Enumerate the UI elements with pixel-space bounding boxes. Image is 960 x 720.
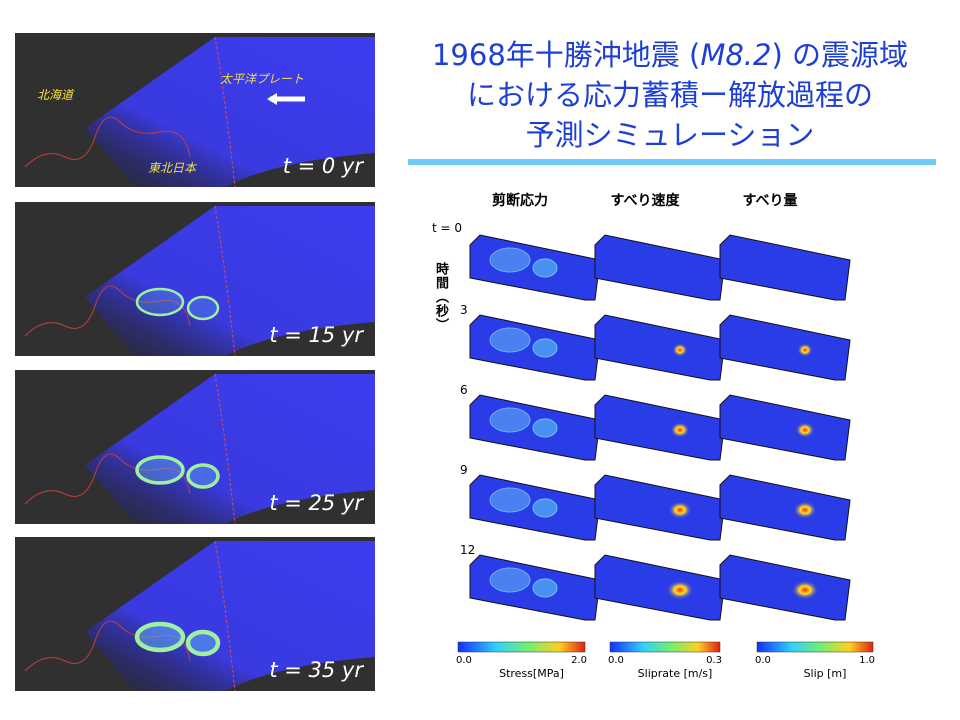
time-label: t = 35 yr <box>269 658 364 682</box>
column-header: すべり速度 <box>610 192 680 209</box>
trench <box>214 205 236 357</box>
time-label: t = 25 yr <box>269 491 364 515</box>
slip-panel <box>719 554 851 621</box>
colorbar-name: Stress[MPa] <box>499 667 564 680</box>
row-label: 6 <box>460 383 468 397</box>
coastline <box>24 453 191 505</box>
trench <box>214 540 236 692</box>
slip-panel <box>594 234 726 301</box>
title-text: 1968年十勝沖地震 ( <box>431 38 701 72</box>
asperity <box>489 567 531 593</box>
slip-panel <box>719 234 851 301</box>
plate-surface <box>85 374 375 524</box>
stress-patch <box>186 463 220 489</box>
place-label: 太平洋プレート <box>220 72 304 86</box>
plate-arrow-head <box>267 93 277 105</box>
title-text: ) の震源域 <box>771 38 909 72</box>
plate-surface <box>85 37 375 187</box>
slip-panel <box>594 394 726 461</box>
row-label: 12 <box>460 543 475 557</box>
stress-patch <box>186 295 220 321</box>
column-header: すべり量 <box>742 193 797 209</box>
title-rule <box>408 159 936 165</box>
stress-patch <box>134 621 186 653</box>
rupture <box>670 422 690 438</box>
title-text: M8.2 <box>700 38 772 72</box>
row-axis-label: 時間（秒） <box>433 262 448 332</box>
rupture <box>793 501 817 519</box>
slip-panel <box>719 314 851 381</box>
rupture <box>672 343 688 357</box>
row-label: t = 0 <box>432 221 462 235</box>
row-label: 3 <box>460 303 468 317</box>
plate-surface <box>85 541 375 691</box>
colorbar-name: Sliprate [m/s] <box>638 667 713 680</box>
colorbar-max: 1.0 <box>859 655 875 666</box>
asperity <box>489 407 531 433</box>
stress-patch <box>135 455 185 485</box>
slip-panel <box>594 474 726 541</box>
plate-surface <box>85 206 375 356</box>
colorbar-max: 2.0 <box>571 655 587 666</box>
colorbar-name: Slip [m] <box>804 667 847 680</box>
trench <box>214 36 236 188</box>
rupture <box>666 580 694 600</box>
colorbar-max: 0.3 <box>706 655 722 666</box>
time-label: t = 0 yr <box>283 154 365 178</box>
place-label: 東北日本 <box>148 161 198 175</box>
asperity <box>489 487 531 513</box>
trench <box>214 373 236 525</box>
rupture <box>795 422 815 438</box>
asperity <box>532 338 558 358</box>
column-header: 剪断応力 <box>492 192 548 209</box>
coastline <box>24 285 191 337</box>
asperity <box>532 498 558 518</box>
slip-panel <box>594 554 726 621</box>
title-line: 1968年十勝沖地震 (M8.2) の震源域 <box>400 32 940 74</box>
title-line: における応力蓄積ー解放過程の <box>466 78 873 112</box>
colorbar-min: 0.0 <box>608 655 624 666</box>
title-line: 予測シミュレーション <box>525 118 815 152</box>
colorbar <box>609 641 721 653</box>
stress-patch <box>185 629 221 657</box>
rupture <box>668 501 692 519</box>
slip-panel <box>719 394 851 461</box>
colorbar <box>457 641 586 653</box>
asperity <box>489 247 531 273</box>
colorbar-min: 0.0 <box>456 655 472 666</box>
colorbar-min: 0.0 <box>755 655 771 666</box>
coastline <box>24 116 191 168</box>
slip-panel <box>594 314 726 381</box>
colorbar <box>756 641 874 653</box>
row-label: 9 <box>460 463 468 477</box>
asperity <box>532 578 558 598</box>
asperity <box>532 418 558 438</box>
time-label: t = 15 yr <box>269 323 364 347</box>
rupture <box>797 343 813 357</box>
asperity <box>489 327 531 353</box>
asperity <box>532 258 558 278</box>
place-label: 北海道 <box>37 88 75 102</box>
rupture <box>791 580 819 600</box>
stress-patch <box>135 287 185 317</box>
slip-panel <box>719 474 851 541</box>
